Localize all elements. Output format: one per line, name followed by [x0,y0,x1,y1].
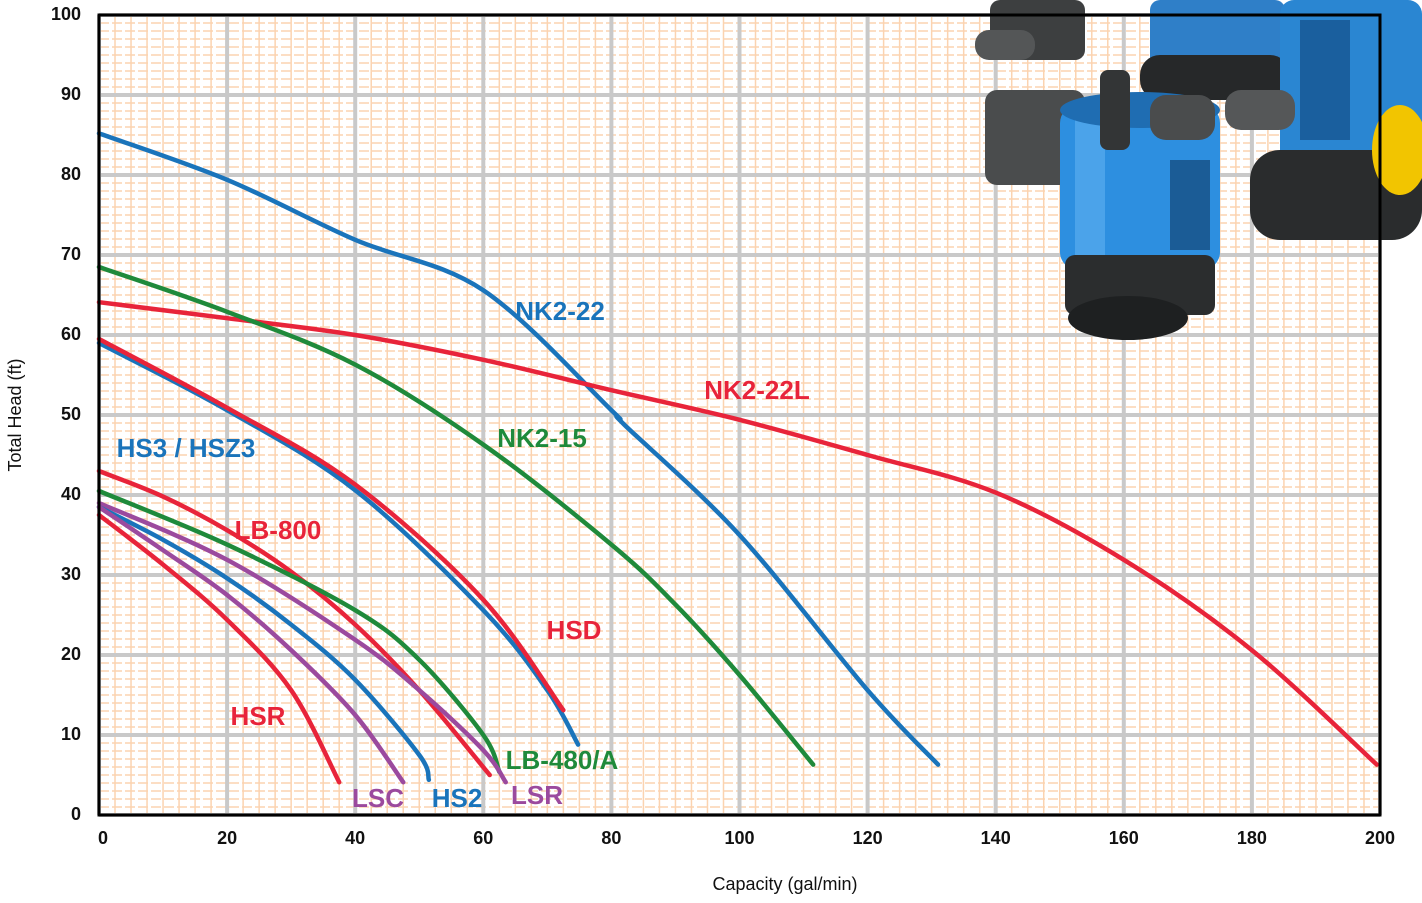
series-line [96,299,1380,767]
x-tick-label: 120 [853,828,883,848]
y-tick-label: 10 [61,724,81,744]
plot-frame [97,13,1382,817]
x-tick-label: 140 [981,828,1011,848]
x-tick-label: 160 [1109,828,1139,848]
curve-label: NK2-15 [497,423,587,453]
curve-label: HS3 / HSZ3 [117,433,256,463]
x-tick-label: 180 [1237,828,1267,848]
y-tick-label: 100 [51,4,81,24]
y-tick-label: 30 [61,564,81,584]
series-line [96,504,406,785]
y-tick-label: 60 [61,324,81,344]
curve-label: LSC [352,783,404,813]
y-tick-label: 20 [61,644,81,664]
series-line [96,504,432,783]
y-tick-label: 40 [61,484,81,504]
y-tick-label: 90 [61,84,81,104]
curve-label: HSR [231,701,286,731]
lines: NK2-22 NK2-22L NK2-15 HS3 / HSZ3 LB-800 HSD LB… [96,131,1380,813]
x-tick-label: 20 [217,828,237,848]
x-tick-label: 60 [473,828,493,848]
series-line [96,336,566,713]
series-line [96,264,816,767]
series-line [96,488,502,775]
x-tick-label: 0 [98,828,108,848]
curve-label: HSD [547,615,602,645]
curve-label: LB-480/A [506,745,619,775]
x-tick-label: 200 [1365,828,1395,848]
y-tick-label: 80 [61,164,81,184]
series-line [96,500,508,785]
y-axis-title: Total Head (ft) [5,358,25,471]
series-line [96,131,941,767]
curve-label: NK2-22 [515,296,605,326]
x-tick-label: 40 [345,828,365,848]
x-tick-label: 100 [724,828,754,848]
x-axis-title: Capacity (gal/min) [712,874,857,894]
curve-label: HS2 [432,783,483,813]
y-tick-label: 50 [61,404,81,424]
curve-label: NK2-22L [704,375,810,405]
series-line [96,512,342,785]
y-tick-label: 70 [61,244,81,264]
curve-label: LSR [511,780,563,810]
x-tick-label: 80 [601,828,621,848]
y-tick-label: 0 [71,804,81,824]
curve-label: LB-800 [235,515,322,545]
